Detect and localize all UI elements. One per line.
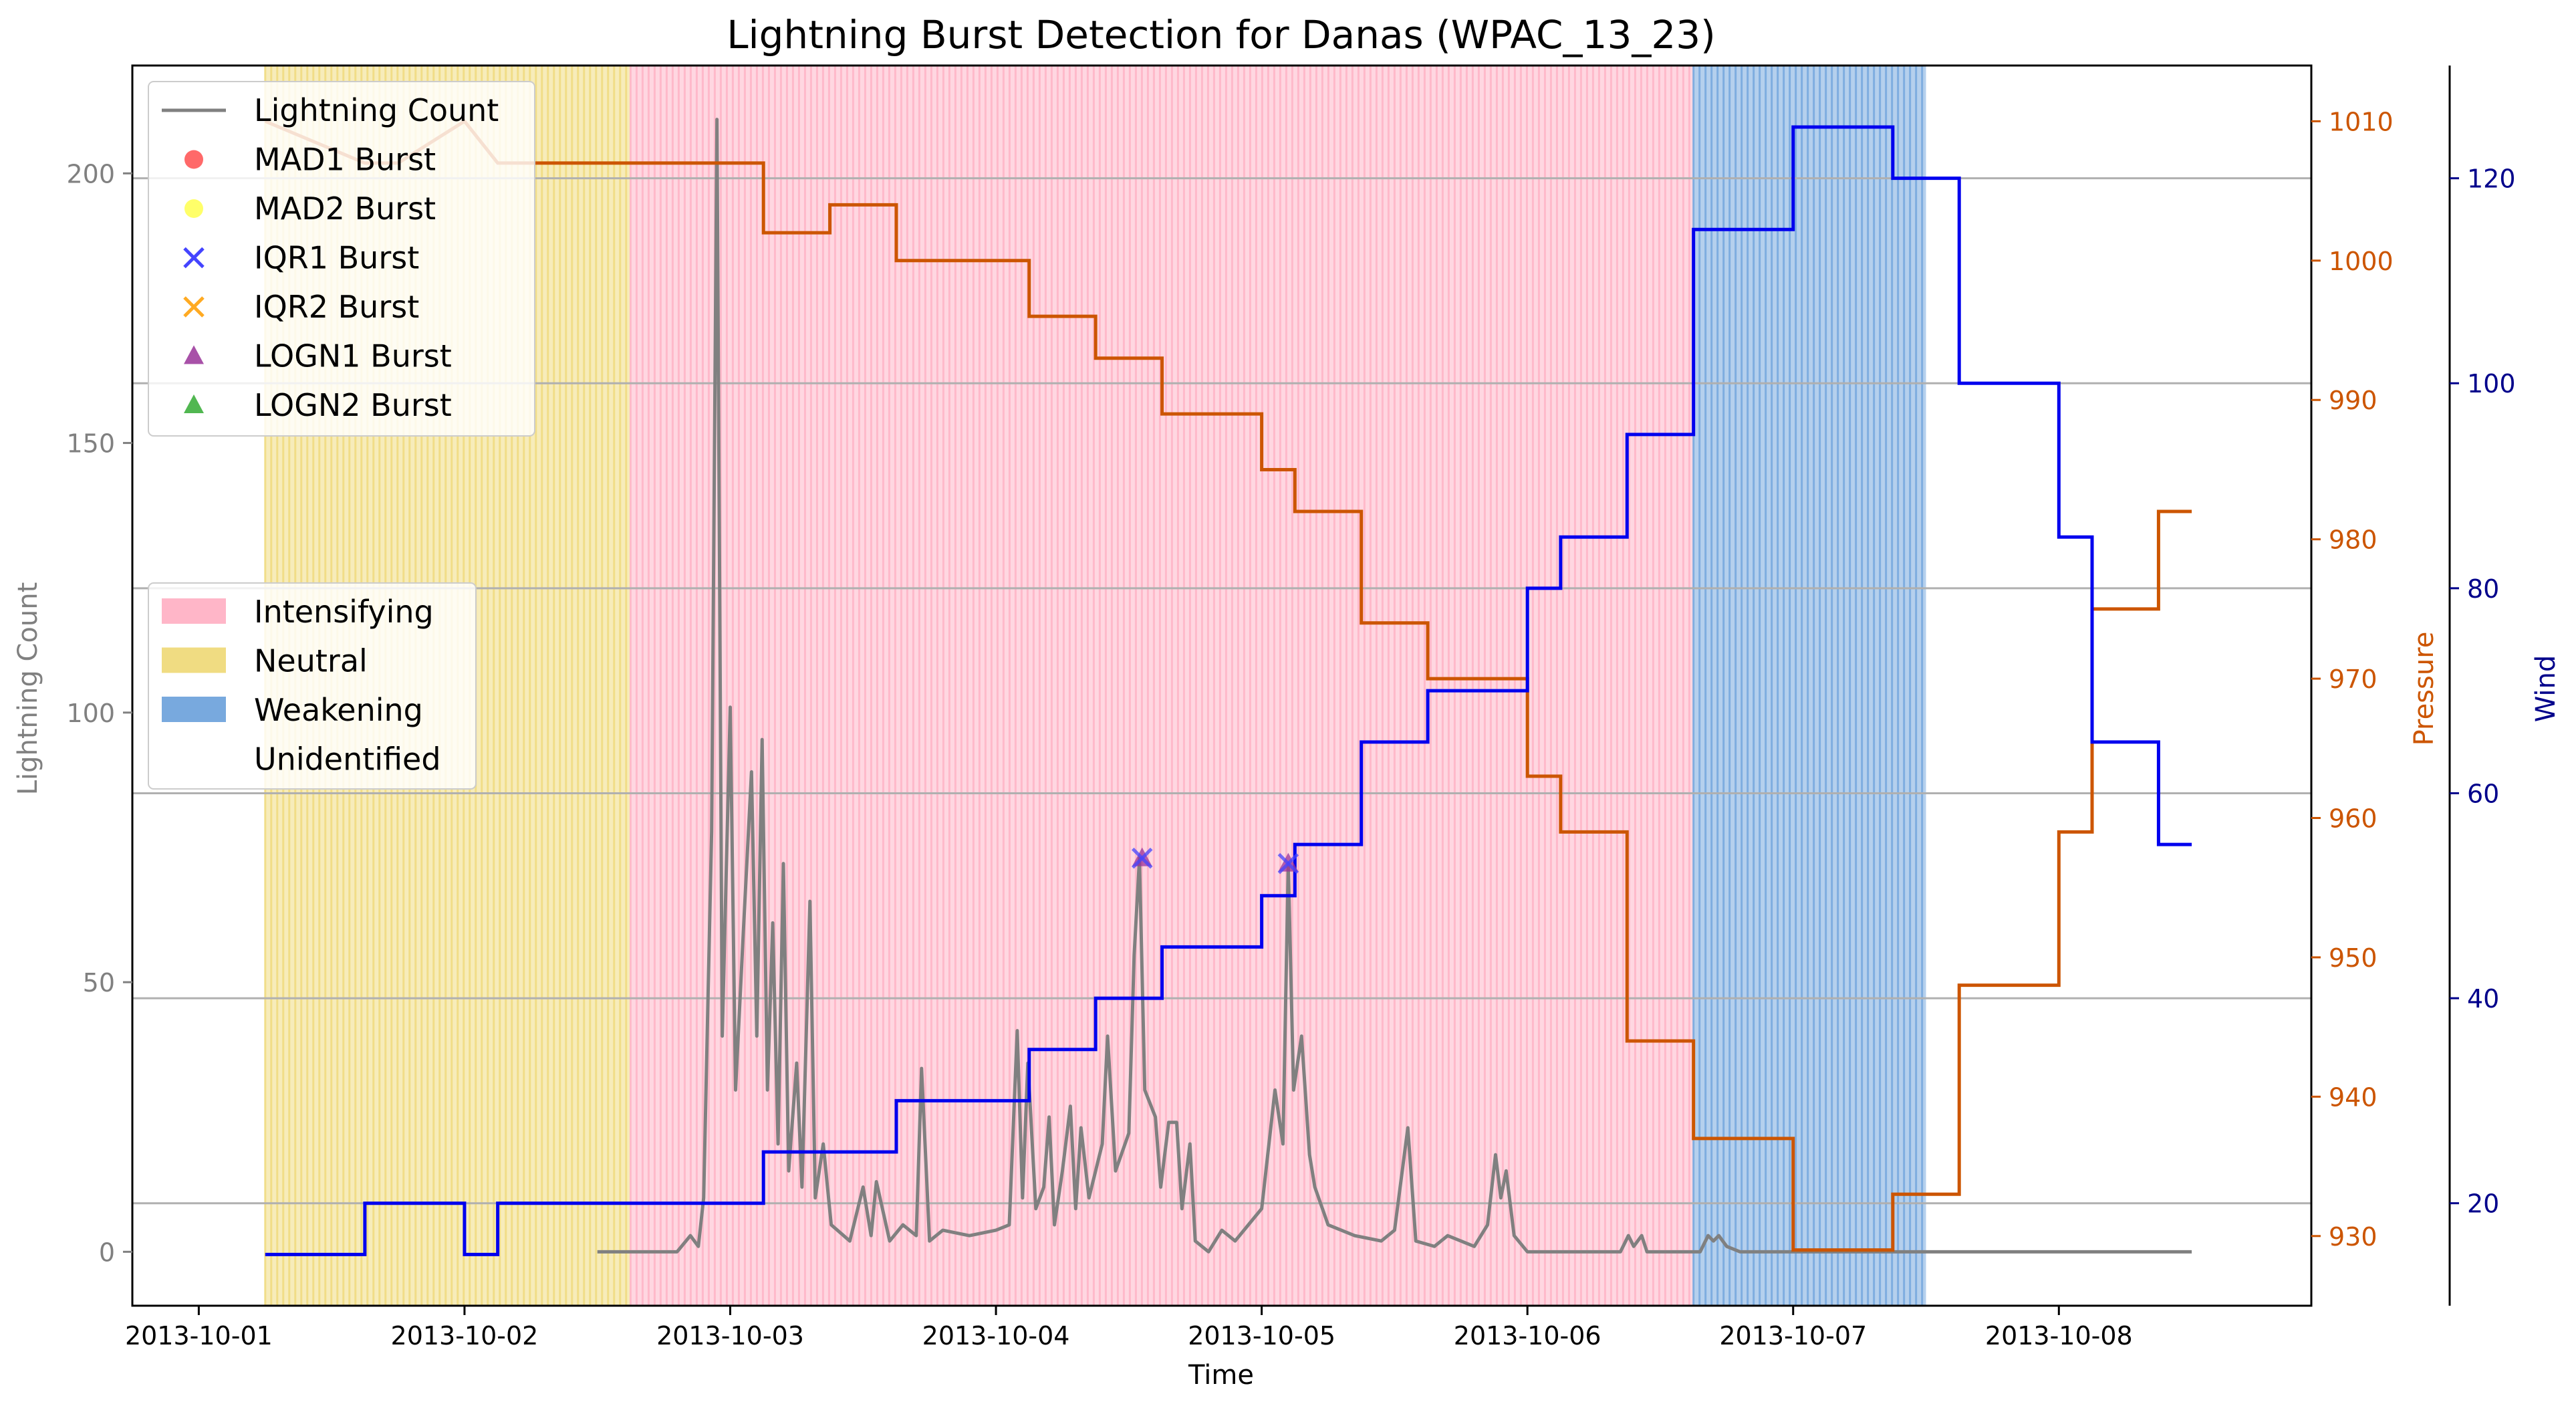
x-tick-label: 2013-10-05 xyxy=(1188,1321,1335,1351)
legend-swatch xyxy=(183,247,205,269)
y-tick-label-wind: 120 xyxy=(2467,164,2516,194)
legend-label: IQR2 Burst xyxy=(254,289,419,325)
legend-swatch xyxy=(184,199,203,218)
x-tick-label: 2013-10-08 xyxy=(1985,1321,2133,1351)
legend-swatch xyxy=(162,697,226,722)
x-tick-label: 2013-10-06 xyxy=(1454,1321,1601,1351)
y-tick-label-pressure: 950 xyxy=(2329,943,2377,973)
iqr1-burst-marker xyxy=(1277,852,1299,874)
x-tick-label: 2013-10-03 xyxy=(656,1321,804,1351)
legend-label: IQR1 Burst xyxy=(254,240,419,276)
phase-band-fill xyxy=(1693,66,1926,1306)
chart-title: Lightning Burst Detection for Danas (WPA… xyxy=(727,12,1716,57)
x-tick-label: 2013-10-04 xyxy=(922,1321,1070,1351)
legend-swatch xyxy=(183,296,205,318)
y-tick-label-pressure: 1010 xyxy=(2329,107,2394,136)
legend-box xyxy=(148,582,477,790)
y-tick-label-wind: 60 xyxy=(2467,779,2499,808)
y-tick-label-pressure: 970 xyxy=(2329,665,2377,694)
x-axis-label: Time xyxy=(1188,1360,1254,1391)
y-tick-label-pressure: 930 xyxy=(2329,1222,2377,1252)
burst-marker xyxy=(1131,847,1153,869)
legend-swatch xyxy=(184,150,203,169)
legend-label: Weakening xyxy=(254,692,423,728)
pressure-line xyxy=(264,119,2192,1252)
legend-swatch xyxy=(162,647,226,673)
legend-label: MAD2 Burst xyxy=(254,191,436,227)
legend-box xyxy=(148,81,535,437)
legend-bursts: Lightning Count MAD1 Burst MAD2 Burst IQR1 … xyxy=(148,81,535,437)
plot-area xyxy=(132,66,2311,1306)
y-tick-label-count: 0 xyxy=(99,1238,115,1267)
legend-swatch xyxy=(162,598,226,624)
legend-label: MAD1 Burst xyxy=(254,142,436,178)
y-axis-label-pressure: Pressure xyxy=(2409,632,2440,746)
phase-band-fill xyxy=(630,66,1694,1306)
y-tick-label-pressure: 990 xyxy=(2329,386,2377,415)
legend-swatch xyxy=(184,345,204,364)
y-tick-label-pressure: 980 xyxy=(2329,525,2377,555)
y-tick-label-wind: 20 xyxy=(2467,1189,2499,1219)
legend-label: LOGN2 Burst xyxy=(254,387,452,423)
iqr1-burst-marker xyxy=(1131,847,1153,869)
y-tick-label-count: 200 xyxy=(66,159,115,189)
plot-frame xyxy=(131,64,2313,1307)
legend-label: Neutral xyxy=(254,643,368,679)
x-tick-label: 2013-10-01 xyxy=(125,1321,273,1351)
y-tick-label-pressure: 960 xyxy=(2329,804,2377,834)
lightning-count-line xyxy=(597,118,2192,1254)
legend-label: LOGN1 Burst xyxy=(254,338,452,374)
phase-band-intensifying xyxy=(629,66,1694,1306)
x-tick-label: 2013-10-02 xyxy=(391,1321,539,1351)
y-axis-label-wind: Wind xyxy=(2531,655,2561,723)
legend-label: Lightning Count xyxy=(254,92,499,128)
y-tick-label-pressure: 940 xyxy=(2329,1082,2377,1112)
y-tick-label-count: 100 xyxy=(66,699,115,728)
burst-marker xyxy=(1277,852,1299,874)
x-tick-label: 2013-10-07 xyxy=(1719,1321,1867,1351)
y-tick-label-count: 50 xyxy=(83,968,115,998)
legend-label: Intensifying xyxy=(254,594,434,630)
y-tick-label-count: 150 xyxy=(66,429,115,459)
wind-line xyxy=(265,125,2192,1256)
y-tick-label-wind: 40 xyxy=(2467,984,2499,1014)
y-tick-label-pressure: 1000 xyxy=(2329,247,2394,276)
y-tick-label-wind: 100 xyxy=(2467,369,2516,398)
y-axis-label-lightning: Lightning Count xyxy=(13,582,43,796)
y-tick-label-wind: 80 xyxy=(2467,574,2499,604)
legend-swatch xyxy=(184,394,204,413)
phase-band-weakening xyxy=(1692,66,1926,1306)
legend-label: Unidentified xyxy=(254,741,441,778)
legend-phases: Intensifying Neutral Weakening Unidentified xyxy=(148,582,477,790)
